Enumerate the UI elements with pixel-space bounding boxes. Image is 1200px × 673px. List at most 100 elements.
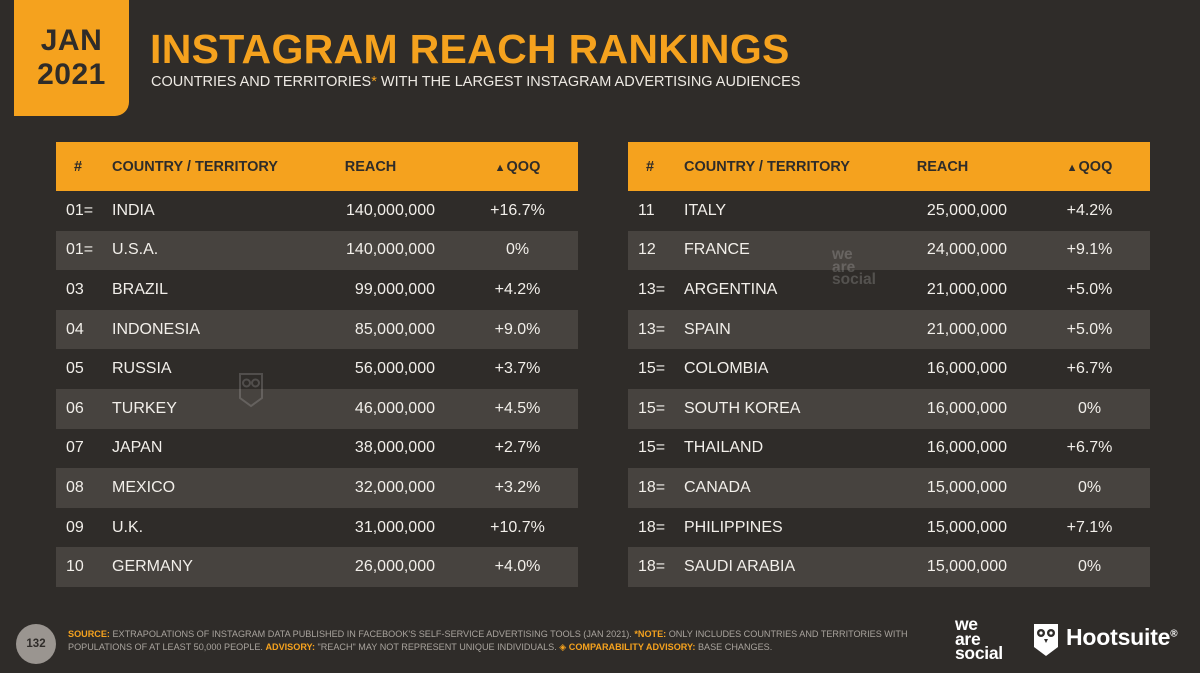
rank-cell: 05 bbox=[66, 360, 84, 378]
reach-cell: 15,000,000 bbox=[926, 558, 1007, 576]
we-are-social-logo: we are social bbox=[955, 614, 1003, 663]
header-qoq: ▲QOQ bbox=[494, 158, 541, 175]
table-header: # COUNTRY / TERRITORY REACH ▲QOQ bbox=[56, 142, 578, 191]
reach-cell: 140,000,000 bbox=[346, 241, 435, 259]
reach-cell: 56,000,000 bbox=[354, 360, 435, 378]
reach-cell: 85,000,000 bbox=[354, 320, 435, 338]
hootsuite-logo: Hootsuite® bbox=[1066, 624, 1178, 650]
rank-cell: 08 bbox=[66, 478, 84, 496]
table-row: 15= SOUTH KOREA 16,000,000 0% bbox=[628, 388, 1150, 429]
qoq-cell: +7.1% bbox=[1066, 518, 1113, 536]
country-cell: COLOMBIA bbox=[684, 360, 769, 378]
reach-cell: 26,000,000 bbox=[354, 558, 435, 576]
header-qoq: ▲QOQ bbox=[1066, 158, 1113, 175]
country-cell: CANADA bbox=[684, 478, 751, 496]
qoq-cell: +3.2% bbox=[494, 478, 541, 496]
qoq-cell: +4.2% bbox=[1066, 201, 1113, 219]
qoq-cell: +5.0% bbox=[1066, 320, 1113, 338]
country-cell: ITALY bbox=[684, 201, 727, 219]
country-cell: U.K. bbox=[112, 518, 144, 536]
rank-cell: 07 bbox=[66, 439, 84, 457]
reach-cell: 16,000,000 bbox=[926, 360, 1007, 378]
qoq-cell: +10.7% bbox=[490, 518, 545, 536]
rank-cell: 13= bbox=[638, 280, 666, 298]
reach-cell: 31,000,000 bbox=[354, 518, 435, 536]
reach-cell: 15,000,000 bbox=[926, 518, 1007, 536]
qoq-cell: 0% bbox=[505, 241, 530, 259]
header-country: COUNTRY / TERRITORY bbox=[112, 158, 278, 175]
reach-cell: 24,000,000 bbox=[926, 241, 1007, 259]
header-reach: REACH bbox=[916, 158, 969, 175]
country-cell: FRANCE bbox=[684, 241, 750, 259]
reach-cell: 21,000,000 bbox=[926, 320, 1007, 338]
rank-cell: 15= bbox=[638, 399, 666, 417]
country-cell: INDIA bbox=[112, 201, 155, 219]
table-row: 07 JAPAN 38,000,000 +2.7% bbox=[56, 429, 578, 469]
table-row: 12 FRANCE 24,000,000 +9.1% bbox=[628, 230, 1150, 271]
country-cell: BRAZIL bbox=[112, 280, 169, 298]
country-cell: ARGENTINA bbox=[684, 280, 778, 298]
subtitle-asterisk: * bbox=[371, 74, 377, 90]
qoq-cell: +4.0% bbox=[494, 558, 541, 576]
table-row: 13= SPAIN 21,000,000 +5.0% bbox=[628, 309, 1150, 350]
country-cell: TURKEY bbox=[112, 399, 177, 417]
rank-cell: 18= bbox=[638, 558, 666, 576]
owl-watermark-icon bbox=[239, 373, 263, 408]
header-rank: # bbox=[73, 158, 83, 175]
footer-notes: SOURCE: EXTRAPOLATIONS OF INSTAGRAM DATA… bbox=[68, 629, 908, 652]
country-cell: U.S.A. bbox=[112, 241, 159, 259]
page-subtitle: COUNTRIES AND TERRITORIES* WITH THE LARG… bbox=[151, 74, 801, 90]
header-reach: REACH bbox=[344, 158, 397, 175]
qoq-cell: +5.0% bbox=[1066, 280, 1113, 298]
qoq-cell: +16.7% bbox=[490, 201, 545, 219]
rank-cell: 03 bbox=[66, 280, 84, 298]
qoq-cell: +3.7% bbox=[494, 360, 541, 378]
table-row: 18= PHILIPPINES 15,000,000 +7.1% bbox=[628, 508, 1150, 548]
we-are-social-watermark: we are social bbox=[832, 246, 876, 288]
rank-cell: 15= bbox=[638, 439, 666, 457]
rank-cell: 10 bbox=[66, 558, 84, 576]
country-cell: GERMANY bbox=[112, 558, 193, 576]
table-row: 08 MEXICO 32,000,000 +3.2% bbox=[56, 468, 578, 508]
country-cell: THAILAND bbox=[684, 439, 764, 457]
rank-cell: 06 bbox=[66, 399, 84, 417]
qoq-cell: +9.1% bbox=[1066, 241, 1113, 259]
country-cell: INDONESIA bbox=[112, 320, 201, 338]
rank-cell: 11 bbox=[638, 201, 655, 219]
qoq-cell: +6.7% bbox=[1066, 360, 1113, 378]
reach-cell: 140,000,000 bbox=[346, 201, 435, 219]
qoq-cell: +4.5% bbox=[494, 399, 541, 417]
page-number: 132 bbox=[16, 624, 56, 664]
header-country: COUNTRY / TERRITORY bbox=[684, 158, 850, 175]
qoq-cell: 0% bbox=[1077, 399, 1102, 417]
table-header: # COUNTRY / TERRITORY REACH ▲QOQ bbox=[628, 142, 1150, 191]
qoq-cell: +6.7% bbox=[1066, 439, 1113, 457]
qoq-cell: 0% bbox=[1077, 558, 1102, 576]
badge-month: JAN bbox=[40, 24, 103, 57]
country-cell: JAPAN bbox=[112, 439, 163, 457]
rank-cell: 01= bbox=[66, 241, 94, 259]
table-row: 11 ITALY 25,000,000 +4.2% bbox=[628, 191, 1150, 231]
rank-cell: 01= bbox=[66, 201, 94, 219]
badge-year: 2021 bbox=[37, 58, 106, 91]
reach-cell: 21,000,000 bbox=[926, 280, 1007, 298]
country-cell: SPAIN bbox=[684, 320, 731, 338]
hootsuite-owl-icon bbox=[1034, 624, 1058, 656]
reach-cell: 46,000,000 bbox=[354, 399, 435, 417]
reach-cell: 15,000,000 bbox=[926, 478, 1007, 496]
date-badge: JAN 2021 bbox=[14, 0, 129, 116]
table-row: 09 U.K. 31,000,000 +10.7% bbox=[56, 508, 578, 548]
rankings-table-left: # COUNTRY / TERRITORY REACH ▲QOQ 01= INDI… bbox=[56, 142, 578, 587]
reach-cell: 16,000,000 bbox=[926, 439, 1007, 457]
table-row: 13= ARGENTINA 21,000,000 +5.0% bbox=[628, 270, 1150, 310]
table-row: 03 BRAZIL 99,000,000 +4.2% bbox=[56, 270, 578, 310]
page-title: INSTAGRAM REACH RANKINGS bbox=[150, 26, 790, 72]
table-row: 06 TURKEY 46,000,000 +4.5% bbox=[56, 388, 578, 429]
rank-cell: 18= bbox=[638, 478, 666, 496]
header-rank: # bbox=[645, 158, 655, 175]
qoq-cell: 0% bbox=[1077, 478, 1102, 496]
rank-cell: 12 bbox=[638, 241, 656, 259]
country-cell: SOUTH KOREA bbox=[684, 399, 801, 417]
rank-cell: 04 bbox=[66, 320, 84, 338]
table-row: 05 RUSSIA 56,000,000 +3.7% bbox=[56, 349, 578, 389]
